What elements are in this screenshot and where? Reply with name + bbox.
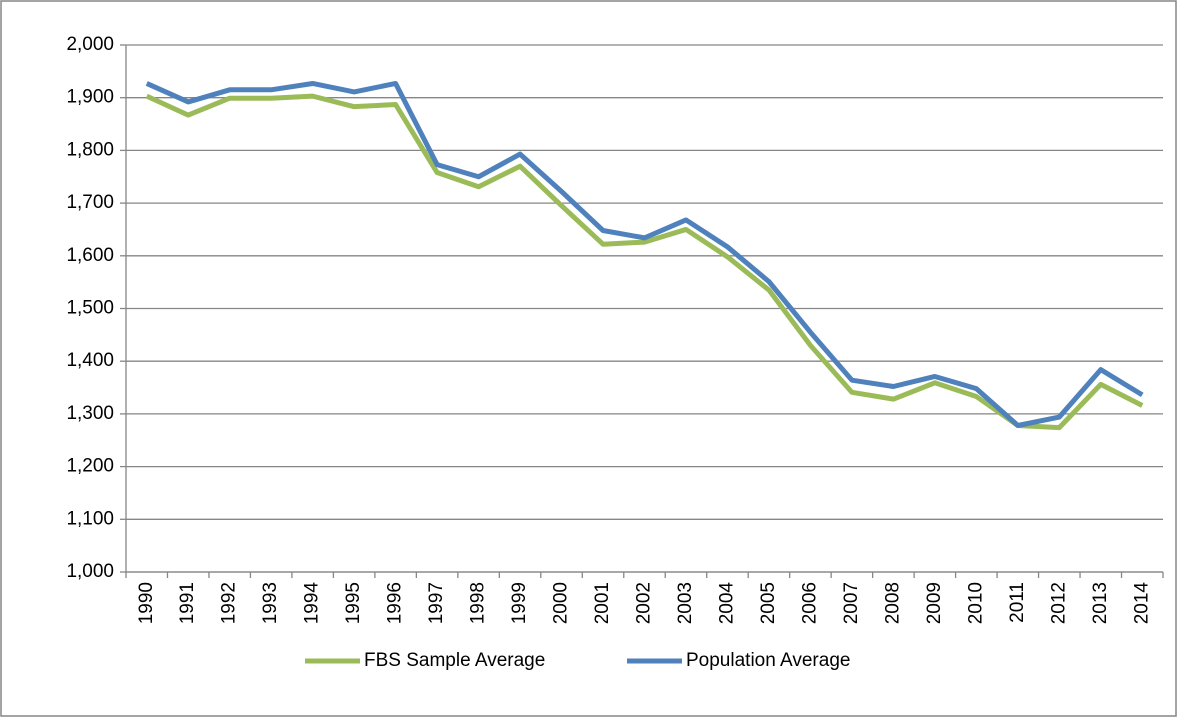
x-tick-label: 2012 [1048,582,1069,624]
x-tick-label: 2011 [1007,582,1028,623]
data-line [145,80,1144,428]
y-tick-label: 1,400 [66,350,114,371]
x-tick-label: 2009 [924,582,945,624]
y-tick-label: 1,700 [66,192,114,213]
x-tick-label: 1992 [219,582,240,624]
x-tick-label: 2002 [634,582,655,624]
legend-label: FBS Sample Average [364,650,545,671]
x-tick-label: 1994 [302,582,323,625]
x-tick-label: 2014 [1131,582,1152,625]
y-tick-label: 1,000 [66,561,114,582]
y-tick-label: 1,500 [66,298,114,319]
y-tick-label: 1,800 [66,139,114,160]
x-tick-label: 2001 [592,582,613,624]
x-tick-label: 1991 [177,582,198,624]
x-tick-label: 2008 [882,582,903,624]
x-tick-label: 2013 [1090,582,1111,624]
x-tick-label: 1999 [509,582,530,624]
x-tick-label: 2000 [551,582,572,624]
x-tick-label: 1997 [426,582,447,624]
x-tick-label: 1990 [136,582,157,624]
y-tick-label: 1,200 [66,456,114,477]
x-tick-label: 1996 [385,582,406,624]
y-tick-label: 1,600 [66,245,114,266]
x-tick-label: 2005 [758,582,779,624]
y-tick-label: 1,100 [66,508,114,529]
y-tick-label: 2,000 [66,34,114,55]
x-tick-label: 2004 [716,582,737,625]
data-line [145,93,1144,431]
y-tick-label: 1,900 [66,87,114,108]
x-tick-label: 2010 [965,582,986,624]
legend-label: Population Average [686,650,850,671]
x-tick-label: 1998 [468,582,489,624]
y-tick-label: 1,300 [66,403,114,424]
x-tick-label: 2007 [841,582,862,624]
x-tick-label: 1993 [260,582,281,624]
x-tick-label: 2003 [675,582,696,624]
x-tick-label: 1995 [343,582,364,624]
x-tick-label: 2006 [799,582,820,624]
